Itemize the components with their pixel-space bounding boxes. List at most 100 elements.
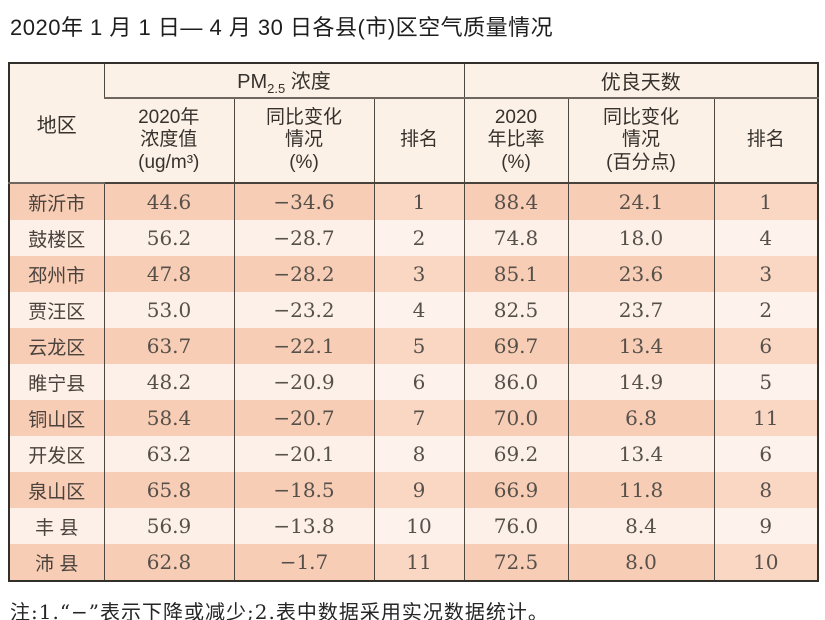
col-header-region: 地区 [9, 63, 104, 184]
good-rate-cell: 86.0 [463, 364, 568, 400]
footnote: 注:1.“−”表示下降或减少;2.表中数据采用实况数据统计。 [10, 600, 549, 620]
table-row: 开发区 63.2 −20.1 8 69.2 13.4 6 [9, 436, 819, 472]
region-cell: 开发区 [9, 436, 104, 472]
good-rank-cell: 8 [713, 472, 819, 508]
pm25-rank-cell: 11 [373, 544, 464, 581]
col-group-pm25-concentration: PM2.5 浓度 [103, 63, 464, 99]
pm25-value-cell: 65.8 [103, 472, 234, 508]
subheader-line: 年比率 [487, 129, 545, 151]
pm25-change-cell: −1.7 [233, 544, 374, 581]
good-rate-cell: 66.9 [463, 472, 568, 508]
subheader-line: 情况 [284, 129, 323, 151]
good-rate-cell: 70.0 [463, 400, 568, 436]
good-change-cell: 14.9 [567, 364, 714, 400]
col-group-good-days: 优良天数 [463, 63, 819, 99]
pm25-rank-cell: 1 [373, 183, 464, 220]
good-rank-cell: 3 [713, 256, 819, 292]
good-change-cell: 11.8 [567, 472, 714, 508]
region-cell: 丰 县 [9, 508, 104, 544]
good-change-cell: 8.4 [567, 508, 714, 544]
subheader-line: 同比变化 [265, 106, 342, 128]
air-quality-table: 地区 PM2.5 浓度 优良天数 2020年 浓度值 (ug/m³) 同比变化 情况 (%… [8, 62, 820, 582]
table-row: 贾汪区 53.0 −23.2 4 82.5 23.7 2 [9, 292, 819, 328]
subheader-line: 2020 [494, 106, 538, 128]
subheader-good-rank: 排名 [713, 98, 819, 184]
region-cell: 泉山区 [9, 472, 104, 508]
good-rank-cell: 6 [713, 436, 819, 472]
pm25-rank-cell: 10 [373, 508, 464, 544]
pm25-change-cell: −20.1 [233, 436, 374, 472]
pm25-change-cell: −34.6 [233, 183, 374, 220]
subheader-line: (%) [289, 151, 319, 173]
group-header-row: 地区 PM2.5 浓度 优良天数 [9, 63, 819, 184]
pm25-rank-cell: 7 [373, 400, 464, 436]
pm25-change-cell: −28.7 [233, 220, 374, 256]
region-cell: 铜山区 [9, 400, 104, 436]
pm25-rank-cell: 9 [373, 472, 464, 508]
subheader-good-rate-2020: 2020 年比率 (%) [463, 98, 568, 184]
good-rate-cell: 82.5 [463, 292, 568, 328]
pm25-label-subscript: 2.5 [267, 81, 286, 96]
good-rate-cell: 69.7 [463, 328, 568, 364]
good-rank-cell: 5 [713, 364, 819, 400]
pm25-value-cell: 53.0 [103, 292, 234, 328]
good-rate-cell: 88.4 [463, 183, 568, 220]
pm25-value-cell: 62.8 [103, 544, 234, 581]
pm25-value-cell: 56.9 [103, 508, 234, 544]
good-rank-cell: 11 [713, 400, 819, 436]
good-rate-cell: 69.2 [463, 436, 568, 472]
table-row: 铜山区 58.4 −20.7 7 70.0 6.8 11 [9, 400, 819, 436]
good-rate-cell: 74.8 [463, 220, 568, 256]
good-change-cell: 13.4 [567, 328, 714, 364]
good-rate-cell: 85.1 [463, 256, 568, 292]
good-change-cell: 8.0 [567, 544, 714, 581]
table-row: 泉山区 65.8 −18.5 9 66.9 11.8 8 [9, 472, 819, 508]
good-change-cell: 23.7 [567, 292, 714, 328]
good-rank-cell: 4 [713, 220, 819, 256]
subheader-line: 排名 [399, 129, 438, 151]
region-cell: 睢宁县 [9, 364, 104, 400]
good-change-cell: 23.6 [567, 256, 714, 292]
pm25-value-cell: 47.8 [103, 256, 234, 292]
pm25-value-cell: 58.4 [103, 400, 234, 436]
pm25-change-cell: −22.1 [233, 328, 374, 364]
good-rank-cell: 6 [713, 328, 819, 364]
table-row: 云龙区 63.7 −22.1 5 69.7 13.4 6 [9, 328, 819, 364]
good-rate-cell: 72.5 [463, 544, 568, 581]
subheader-line: (%) [501, 151, 531, 173]
good-rank-cell: 9 [713, 508, 819, 544]
good-rank-cell: 1 [713, 183, 819, 220]
pm25-rank-cell: 3 [373, 256, 464, 292]
pm25-change-cell: −18.5 [233, 472, 374, 508]
pm25-value-cell: 63.2 [103, 436, 234, 472]
subheader-pm25-rank: 排名 [373, 98, 464, 184]
good-rate-cell: 76.0 [463, 508, 568, 544]
pm25-change-cell: −20.7 [233, 400, 374, 436]
page-title: 2020年 1 月 1 日— 4 月 30 日各县(市)区空气质量情况 [10, 15, 554, 40]
pm25-change-cell: −28.2 [233, 256, 374, 292]
pm25-value-cell: 44.6 [103, 183, 234, 220]
region-cell: 邳州市 [9, 256, 104, 292]
pm25-value-cell: 56.2 [103, 220, 234, 256]
pm25-label-suffix: 浓度 [285, 71, 331, 93]
good-rank-cell: 10 [713, 544, 819, 581]
table-row: 鼓楼区 56.2 −28.7 2 74.8 18.0 4 [9, 220, 819, 256]
good-change-cell: 18.0 [567, 220, 714, 256]
subheader-row: 2020年 浓度值 (ug/m³) 同比变化 情况 (%) 排名 2020 年比率 (%) 同比变化… [9, 98, 819, 184]
subheader-pm25-yoy-change: 同比变化 情况 (%) [233, 98, 374, 184]
subheader-line: 情况 [621, 129, 660, 151]
region-cell: 沛 县 [9, 544, 104, 581]
table-row: 丰 县 56.9 −13.8 10 76.0 8.4 9 [9, 508, 819, 544]
subheader-line: (ug/m³) [138, 151, 200, 173]
good-rank-cell: 2 [713, 292, 819, 328]
pm25-value-cell: 48.2 [103, 364, 234, 400]
good-change-cell: 24.1 [567, 183, 714, 220]
region-cell: 新沂市 [9, 183, 104, 220]
table-row: 睢宁县 48.2 −20.9 6 86.0 14.9 5 [9, 364, 819, 400]
region-cell: 鼓楼区 [9, 220, 104, 256]
good-change-cell: 13.4 [567, 436, 714, 472]
subheader-line: 排名 [746, 129, 785, 151]
subheader-line: (百分点) [606, 151, 676, 173]
pm25-rank-cell: 5 [373, 328, 464, 364]
